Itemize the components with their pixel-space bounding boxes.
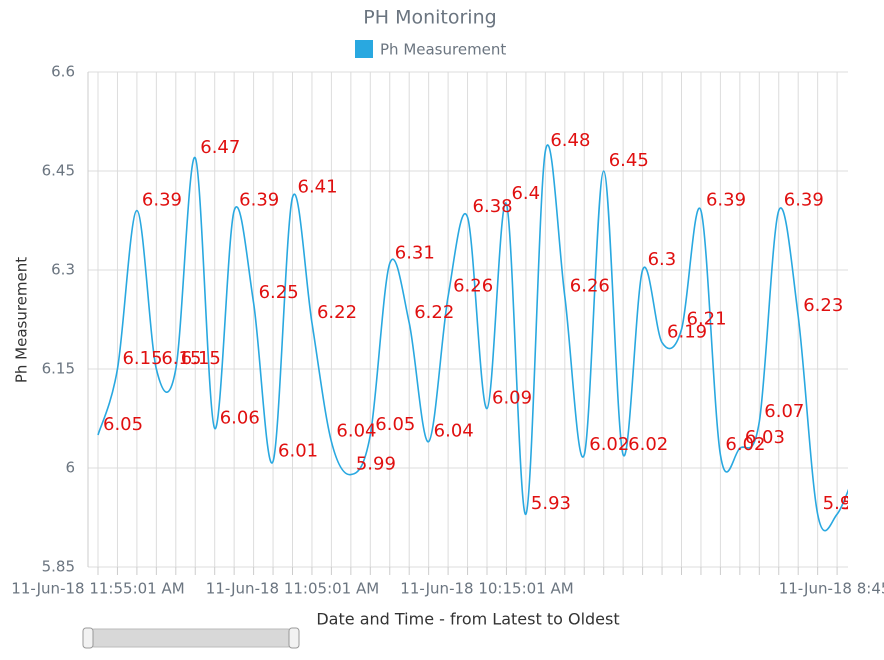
data-label: 6.21 bbox=[687, 308, 727, 329]
data-label: 6.15 bbox=[181, 348, 221, 369]
data-label: 6.04 bbox=[434, 421, 474, 442]
data-label: 6.06 bbox=[220, 407, 260, 428]
data-label: 6.39 bbox=[784, 190, 824, 211]
data-label: 6.23 bbox=[803, 295, 843, 316]
data-label: 5.93 bbox=[531, 493, 571, 514]
x-tick-label: 11-Jun-18 11:55:01 AM bbox=[11, 580, 184, 598]
y-tick-label: 6.45 bbox=[42, 162, 75, 180]
data-label: 5.93 bbox=[823, 493, 863, 514]
data-label: 6.09 bbox=[492, 388, 532, 409]
legend-swatch bbox=[355, 40, 373, 58]
scrollbar-handle[interactable] bbox=[288, 627, 300, 649]
data-label: 5.99 bbox=[356, 454, 396, 475]
data-label: 6.05 bbox=[375, 414, 415, 435]
y-tick-label: 6 bbox=[65, 459, 75, 477]
data-label: 6.3 bbox=[648, 249, 677, 270]
data-label: 6.39 bbox=[706, 190, 746, 211]
x-tick-label: 11-Jun-18 8:45: bbox=[779, 580, 884, 598]
data-label: 6.15 bbox=[161, 348, 201, 369]
data-label: 6.03 bbox=[745, 427, 785, 448]
y-tick-label: 6.6 bbox=[51, 63, 75, 81]
data-label: 6.25 bbox=[259, 282, 299, 303]
data-label: 6.45 bbox=[609, 150, 649, 171]
data-label: 6.38 bbox=[473, 196, 513, 217]
x-tick-label: 11-Jun-18 11:05:01 AM bbox=[206, 580, 379, 598]
x-axis-title: Date and Time - from Latest to Oldest bbox=[316, 610, 619, 629]
data-label: 6.22 bbox=[317, 302, 357, 323]
data-label: 6.04 bbox=[336, 421, 376, 442]
data-label: 6.19 bbox=[667, 322, 707, 343]
scrollbar-handle[interactable] bbox=[82, 627, 94, 649]
data-label: 6.41 bbox=[298, 176, 338, 197]
data-label: 6.01 bbox=[278, 440, 318, 461]
chart-title: PH Monitoring bbox=[363, 7, 496, 29]
y-tick-label: 6.15 bbox=[42, 360, 75, 378]
y-tick-label: 6.3 bbox=[51, 261, 75, 279]
data-label: 6.4 bbox=[511, 183, 540, 204]
data-label: 5.93 bbox=[842, 493, 882, 514]
legend-label: Ph Measurement bbox=[380, 41, 506, 59]
data-label: 6.02 bbox=[628, 434, 668, 455]
data-label: 6.39 bbox=[142, 190, 182, 211]
scrollbar-track bbox=[85, 628, 297, 648]
data-label: 6.26 bbox=[453, 275, 493, 296]
data-label: 6.39 bbox=[239, 190, 279, 211]
data-label: 6.07 bbox=[764, 401, 804, 422]
data-label: 6.05 bbox=[103, 414, 143, 435]
data-label: 6.47 bbox=[200, 137, 240, 158]
data-label: 6 bbox=[862, 447, 873, 468]
y-axis-title: Ph Measurement bbox=[13, 257, 31, 383]
data-label: 6.02 bbox=[589, 434, 629, 455]
series-line bbox=[97, 144, 848, 532]
y-tick-label: 5.85 bbox=[42, 558, 75, 576]
x-tick-label: 11-Jun-18 10:15:01 AM bbox=[400, 580, 573, 598]
data-label: 6.15 bbox=[122, 348, 162, 369]
data-label: 6.48 bbox=[550, 130, 590, 151]
scrollbar[interactable] bbox=[82, 627, 300, 649]
data-label: 6.31 bbox=[395, 242, 435, 263]
data-label: 6.22 bbox=[414, 302, 454, 323]
data-label: 6.02 bbox=[725, 434, 765, 455]
data-label: 6.26 bbox=[570, 275, 610, 296]
